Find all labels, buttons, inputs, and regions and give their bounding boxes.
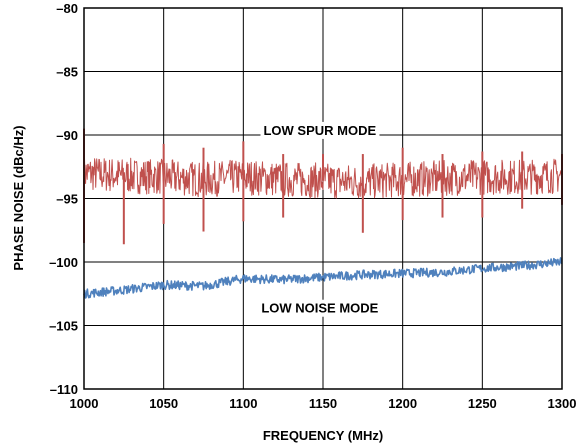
annotation-low-spur-mode: LOW SPUR MODE — [260, 121, 380, 139]
x-tick-label: 1050 — [149, 396, 178, 411]
x-tick-label: 1100 — [229, 396, 257, 411]
annotations-layer: LOW SPUR MODE LOW NOISE MODE — [258, 121, 382, 317]
annotation-text: LOW SPUR MODE — [263, 123, 376, 138]
x-tick-labels: 1000 1050 1100 1150 1200 1250 1300 — [70, 396, 577, 411]
annotation-background — [258, 299, 382, 317]
x-axis-label: FREQUENCY (MHz) — [263, 428, 383, 443]
x-tick-label: 1000 — [70, 396, 99, 411]
annotation-low-noise-mode: LOW NOISE MODE — [258, 299, 382, 317]
x-tick-label: 1300 — [548, 396, 577, 411]
y-tick-label: –105 — [49, 319, 78, 334]
y-axis-label: PHASE NOISE (dBc/Hz) — [11, 125, 26, 270]
annotation-background — [260, 121, 380, 139]
x-tick-label: 1200 — [388, 396, 417, 411]
y-tick-label: –90 — [56, 128, 78, 143]
y-tick-label: –100 — [49, 255, 78, 270]
y-tick-label: –80 — [56, 1, 78, 16]
y-tick-label: –95 — [56, 192, 78, 207]
y-tick-label: –85 — [56, 65, 78, 80]
y-tick-label: –110 — [50, 382, 78, 397]
series-line — [83, 257, 563, 299]
series-low-noise-mode — [83, 257, 563, 299]
plot-border — [83, 7, 563, 390]
y-tick-labels: –80 –85 –90 –95 –100 –105 –110 — [49, 1, 78, 397]
x-tick-label: 1150 — [309, 396, 337, 411]
x-tick-label: 1250 — [468, 396, 497, 411]
annotation-text: LOW NOISE MODE — [261, 301, 378, 316]
